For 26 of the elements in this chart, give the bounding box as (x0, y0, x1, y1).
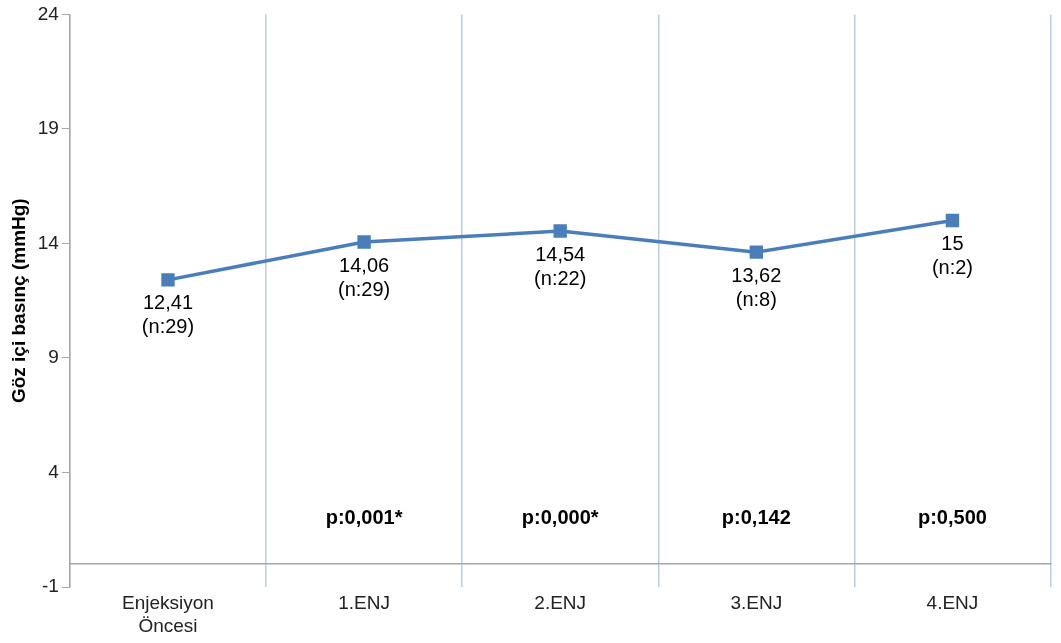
point (161, 273, 175, 287)
data-label: 12,41 (n:29) (141, 291, 195, 338)
data-label: 14,54 (n:22) (534, 242, 587, 289)
data-label: 13,62 (n:8) (731, 263, 782, 310)
y-tick-label: 24 (37, 2, 60, 24)
y-tick-label: 19 (37, 117, 59, 139)
y-tick-label: 4 (48, 460, 60, 482)
y-tick-label: -1 (42, 575, 59, 597)
x-tick-label: 4.ENJ (926, 591, 979, 613)
annotation: p:0,001* (325, 505, 403, 528)
y-tick-label: 9 (48, 346, 59, 368)
x-tick-label: 2.ENJ (534, 591, 587, 613)
x-tick-label: Enjeksiyon Öncesi (122, 591, 214, 636)
point (357, 235, 371, 249)
x-tick-label: 1.ENJ (338, 591, 390, 613)
point (749, 245, 764, 259)
y-axis-title: Göz içi basınç (mmHg) (7, 198, 29, 404)
data-label: 15 (n:2) (931, 232, 974, 279)
point (945, 213, 960, 228)
annotation: p:0,142 (721, 505, 791, 528)
annotation: p:0,000* (521, 505, 599, 528)
data-label: 14,06 (n:29) (337, 253, 391, 300)
annotation: p:0,500 (917, 505, 987, 528)
y-tick-label: 14 (37, 231, 60, 253)
point (553, 224, 567, 238)
x-tick-label: 3.ENJ (730, 591, 783, 613)
